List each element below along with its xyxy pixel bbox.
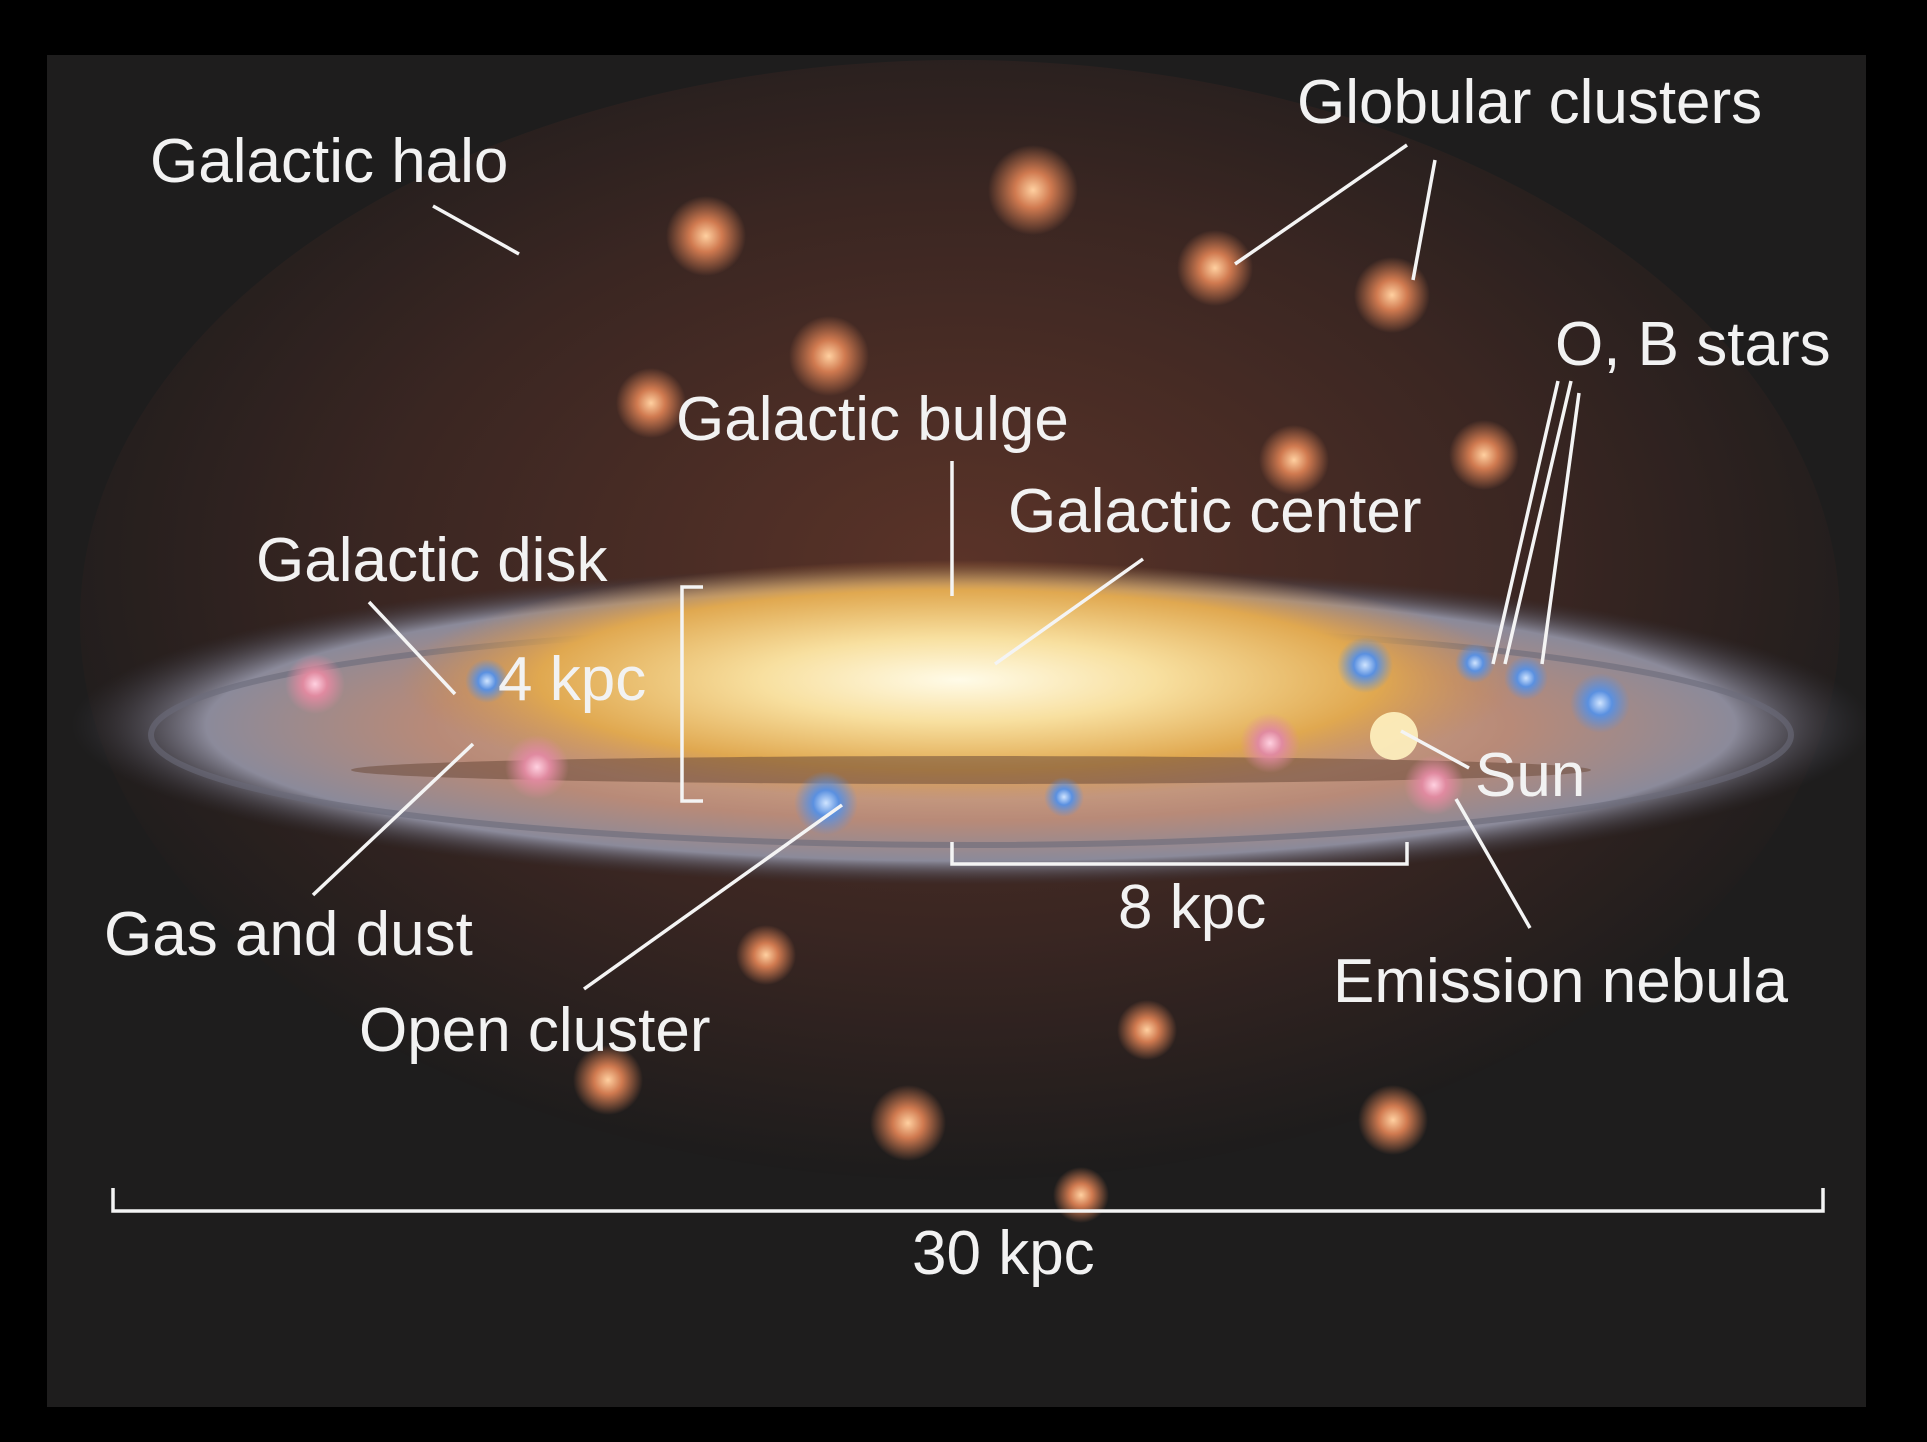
label: Galactic disk [256,526,608,595]
galaxy-art [71,60,1866,1223]
disk-objects-art [285,637,1630,835]
label: 4 kpc [498,645,646,714]
label: 30 kpc [912,1219,1095,1288]
label: 8 kpc [1118,873,1266,942]
label: Galactic center [1008,477,1422,546]
label: Galactic bulge [676,385,1069,454]
leader-lines [111,143,1825,1213]
label: Galactic halo [150,127,508,196]
label: O, B stars [1555,310,1831,379]
label: Globular clusters [1297,68,1762,137]
label: Sun [1475,741,1585,810]
label: Open cluster [359,996,711,1065]
labels: Galactic halo Globular clusters O, B sta… [104,68,1831,1288]
label: Gas and dust [104,900,473,969]
label: Emission nebula [1333,947,1788,1016]
galactic-bulge-art [399,560,1519,800]
globular-clusters-art [573,145,1519,1223]
